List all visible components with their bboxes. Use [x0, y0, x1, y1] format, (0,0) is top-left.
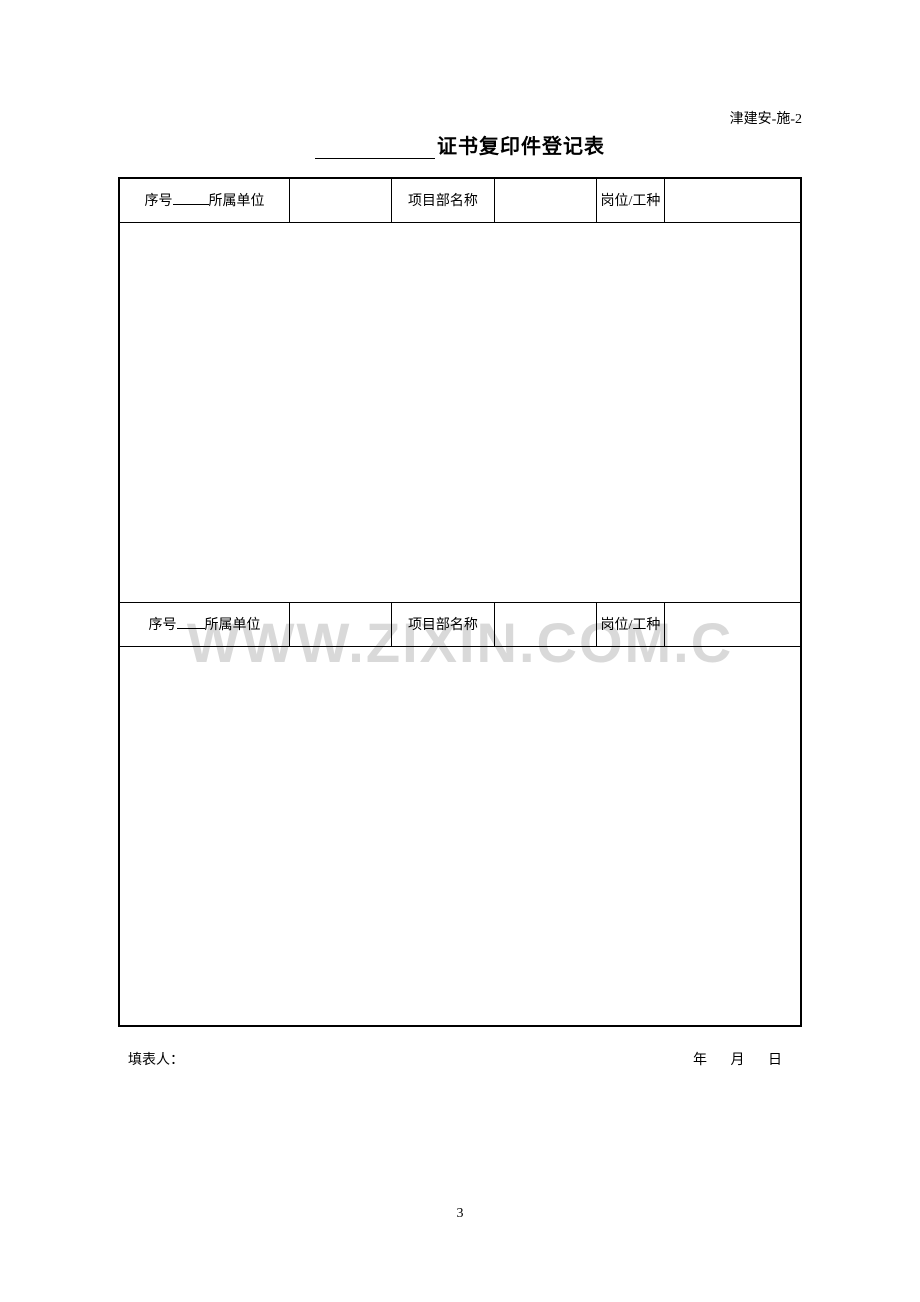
cell-seq-unit-1: 序号 所属单位 — [119, 178, 290, 222]
document-code: 津建安-施-2 — [730, 108, 802, 128]
date-label: 年 月 日 — [693, 1049, 792, 1069]
registration-table: 序号所属单位 项目部名称 岗位/工种 序号所属单位 项目部名称 岗位/工种 — [118, 177, 802, 1027]
cell-project-label-1: 项目部名称 — [392, 178, 494, 222]
cell-project-value-1 — [494, 178, 596, 222]
cell-position-value-2 — [665, 602, 801, 646]
table-header-row-1: 序号 所属单位 项目部名称 岗位/工种 — [119, 178, 801, 222]
cell-position-label-1: 岗位/工种 — [596, 178, 664, 222]
title-text: 证书复印件登记表 — [437, 136, 605, 158]
cell-seq-unit-2: 序号 所属单位 — [119, 602, 290, 646]
seq-underline-1 — [173, 204, 209, 205]
seq-label-1: 序号 — [145, 194, 173, 209]
footer-row: 填表人： 年 月 日 — [118, 1049, 802, 1069]
filler-label: 填表人： — [128, 1049, 184, 1069]
cell-project-label-2: 项目部名称 — [392, 602, 494, 646]
title-row: 证书复印件登记表 — [118, 130, 802, 159]
cell-body-1 — [119, 222, 801, 602]
table-body-row-2 — [119, 646, 801, 1026]
cell-unit-value-2 — [290, 602, 392, 646]
cell-unit-value-1 — [290, 178, 392, 222]
table-body-row-1 — [119, 222, 801, 602]
cell-project-value-2 — [494, 602, 596, 646]
table-header-row-2: 序号 所属单位 项目部名称 岗位/工种 — [119, 602, 801, 646]
page-number: 3 — [457, 1206, 464, 1222]
unit-label-1: 所属单位 — [209, 194, 265, 209]
cell-position-label-2: 岗位/工种 — [596, 602, 664, 646]
cell-body-2 — [119, 646, 801, 1026]
seq-label-2: 序号 — [149, 618, 177, 633]
cell-position-value-1 — [665, 178, 801, 222]
title-blank-underline — [315, 158, 435, 159]
seq-underline-2 — [177, 628, 205, 629]
unit-label-2: 所属单位 — [205, 618, 261, 633]
